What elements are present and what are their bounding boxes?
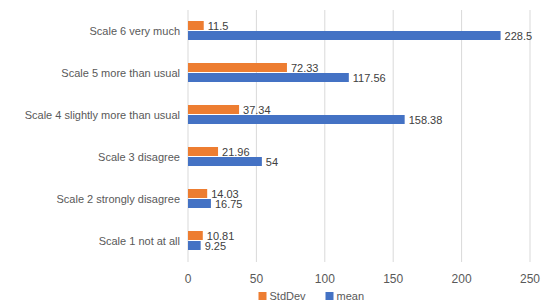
bar: [188, 21, 204, 30]
bars: [188, 21, 501, 250]
category-label: Scale 3 disagree: [98, 151, 180, 163]
grid-line: [324, 10, 325, 262]
bar: [188, 73, 349, 82]
data-label: 16.75: [215, 198, 243, 210]
category-label: Scale 2 strongly disagree: [56, 193, 180, 205]
data-label: 9.25: [205, 240, 226, 252]
tick-label: 100: [315, 272, 335, 286]
data-label: 37.34: [243, 104, 271, 116]
data-label: 117.56: [353, 72, 386, 84]
data-label: 72.33: [291, 62, 319, 74]
tick-label: 50: [250, 272, 264, 286]
tick-label: 150: [383, 272, 403, 286]
legend-label: mean: [337, 290, 365, 302]
bar: [188, 231, 203, 240]
bar: [188, 63, 287, 72]
tick-label: 0: [185, 272, 192, 286]
data-label: 228.5: [505, 30, 533, 42]
category-label: Scale 1 not at all: [99, 235, 180, 247]
data-label: 158.38: [409, 114, 443, 126]
legend-label: StdDev: [270, 290, 307, 302]
chart-svg: 0 50 100 150 200 250 Scale 1 not at all10.819.…: [0, 0, 550, 304]
chart-container: 0 50 100 150 200 250 Scale 1 not at all10.819.…: [0, 0, 550, 304]
grid-line: [393, 10, 394, 262]
legend-swatch: [326, 292, 334, 300]
data-label: 54: [266, 156, 278, 168]
bar: [188, 189, 207, 198]
bar: [188, 157, 262, 166]
bar: [188, 31, 501, 40]
grid-line: [188, 10, 189, 262]
bar: [188, 147, 218, 156]
category-label: Scale 6 very much: [90, 25, 180, 37]
tick-label: 200: [452, 272, 472, 286]
bar: [188, 115, 405, 124]
data-label: 11.5: [208, 20, 229, 32]
bar: [188, 241, 201, 250]
bar: [188, 105, 239, 114]
category-label: Scale 4 slightly more than usual: [25, 109, 180, 121]
legend: StdDev mean: [259, 290, 365, 302]
grid-line: [256, 10, 257, 262]
legend-swatch: [259, 292, 267, 300]
grid-line: [461, 10, 462, 262]
bar: [188, 199, 211, 208]
labels: Scale 1 not at all10.819.25Scale 2 stron…: [25, 20, 532, 252]
data-label: 21.96: [222, 146, 250, 158]
grid-line: [530, 10, 531, 262]
tick-label: 250: [520, 272, 540, 286]
category-label: Scale 5 more than usual: [61, 67, 180, 79]
